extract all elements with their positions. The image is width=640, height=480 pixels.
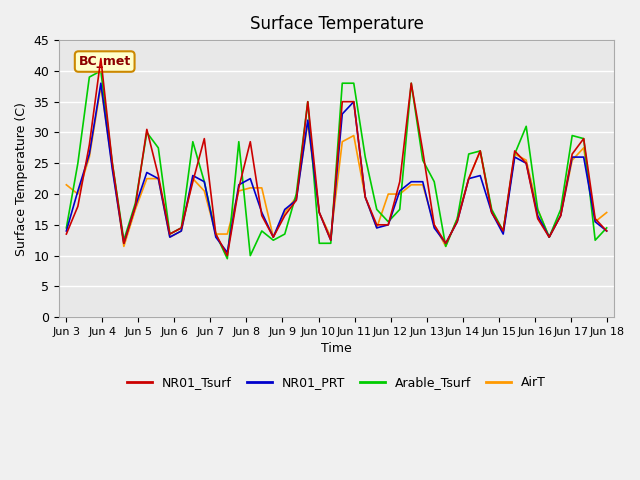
Title: Surface Temperature: Surface Temperature [250,15,424,33]
Y-axis label: Surface Temperature (C): Surface Temperature (C) [15,102,28,255]
Text: BC_met: BC_met [79,55,131,68]
Legend: NR01_Tsurf, NR01_PRT, Arable_Tsurf, AirT: NR01_Tsurf, NR01_PRT, Arable_Tsurf, AirT [122,371,551,394]
X-axis label: Time: Time [321,342,352,356]
